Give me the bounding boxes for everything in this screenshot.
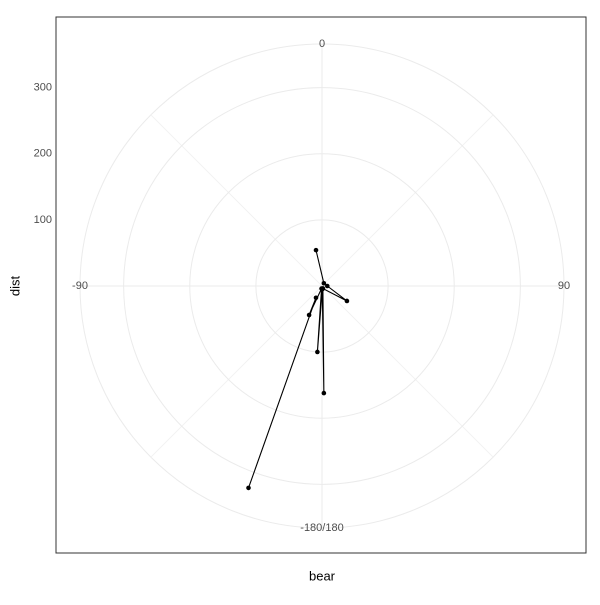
x-tick-label: -90 xyxy=(72,280,88,292)
y-tick-label: 300 xyxy=(34,82,52,94)
point xyxy=(313,247,319,253)
point xyxy=(246,485,251,491)
y-axis-title: dist xyxy=(7,275,22,296)
point xyxy=(321,280,327,286)
minor-grid-line xyxy=(150,285,323,458)
minor-grid-line xyxy=(321,114,494,287)
point xyxy=(313,295,319,301)
y-tick-label: 200 xyxy=(34,148,52,160)
point xyxy=(324,283,330,289)
x-axis-title: bear xyxy=(309,568,336,583)
point xyxy=(344,298,350,304)
minor-grid-line xyxy=(321,285,494,458)
x-tick-label: 0 xyxy=(319,38,325,50)
x-tick-label: 90 xyxy=(558,280,570,292)
minor-grid-line xyxy=(150,114,323,287)
y-tick-label: 100 xyxy=(34,214,52,226)
point xyxy=(315,349,320,355)
x-tick-label: -180/180 xyxy=(300,522,343,534)
point xyxy=(321,390,327,396)
point xyxy=(319,286,324,291)
point xyxy=(306,312,312,318)
